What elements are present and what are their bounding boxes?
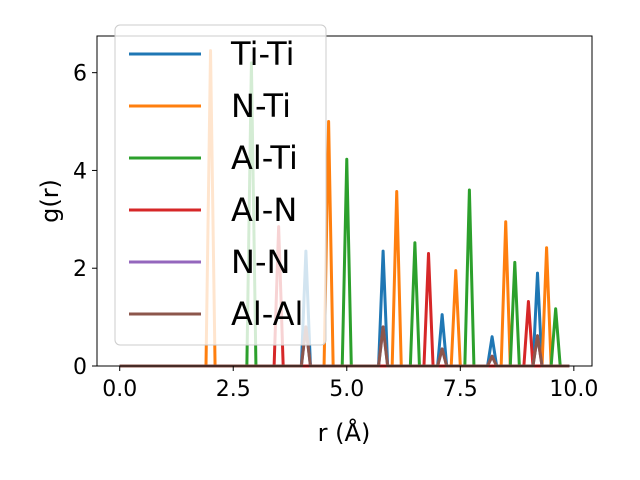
- legend-label-n-n: N-N: [231, 243, 290, 281]
- y-tick-label: 2: [73, 257, 87, 282]
- legend-label-al-ti: Al-Ti: [231, 139, 298, 177]
- y-tick-label: 0: [73, 355, 87, 380]
- y-tick-label: 4: [73, 159, 87, 184]
- x-tick-label: 0.0: [102, 377, 137, 402]
- x-axis-label: r (Å): [318, 418, 371, 447]
- y-axis-label: g(r): [36, 179, 64, 223]
- x-axis: 0.0 2.5 5.0 7.5 10.0: [102, 366, 598, 402]
- x-tick-label: 2.5: [216, 377, 251, 402]
- x-tick-label: 10.0: [549, 377, 598, 402]
- legend-label-al-n: Al-N: [231, 191, 297, 229]
- plot-frame: [96, 35, 593, 367]
- legend-label-n-ti: N-Ti: [231, 87, 291, 125]
- y-axis: 0 2 4 6: [73, 62, 97, 380]
- series-line-al-al: [119, 325, 570, 368]
- y-tick-label: 6: [73, 62, 87, 87]
- legend-label-al-al: Al-Al: [231, 295, 303, 333]
- x-tick-label: 7.5: [443, 377, 478, 402]
- legend-label-ti-ti: Ti-Ti: [230, 35, 295, 73]
- x-tick-label: 5.0: [329, 377, 364, 402]
- legend: Ti-Ti N-Ti Al-Ti Al-N N-N Al-Al: [114, 24, 327, 346]
